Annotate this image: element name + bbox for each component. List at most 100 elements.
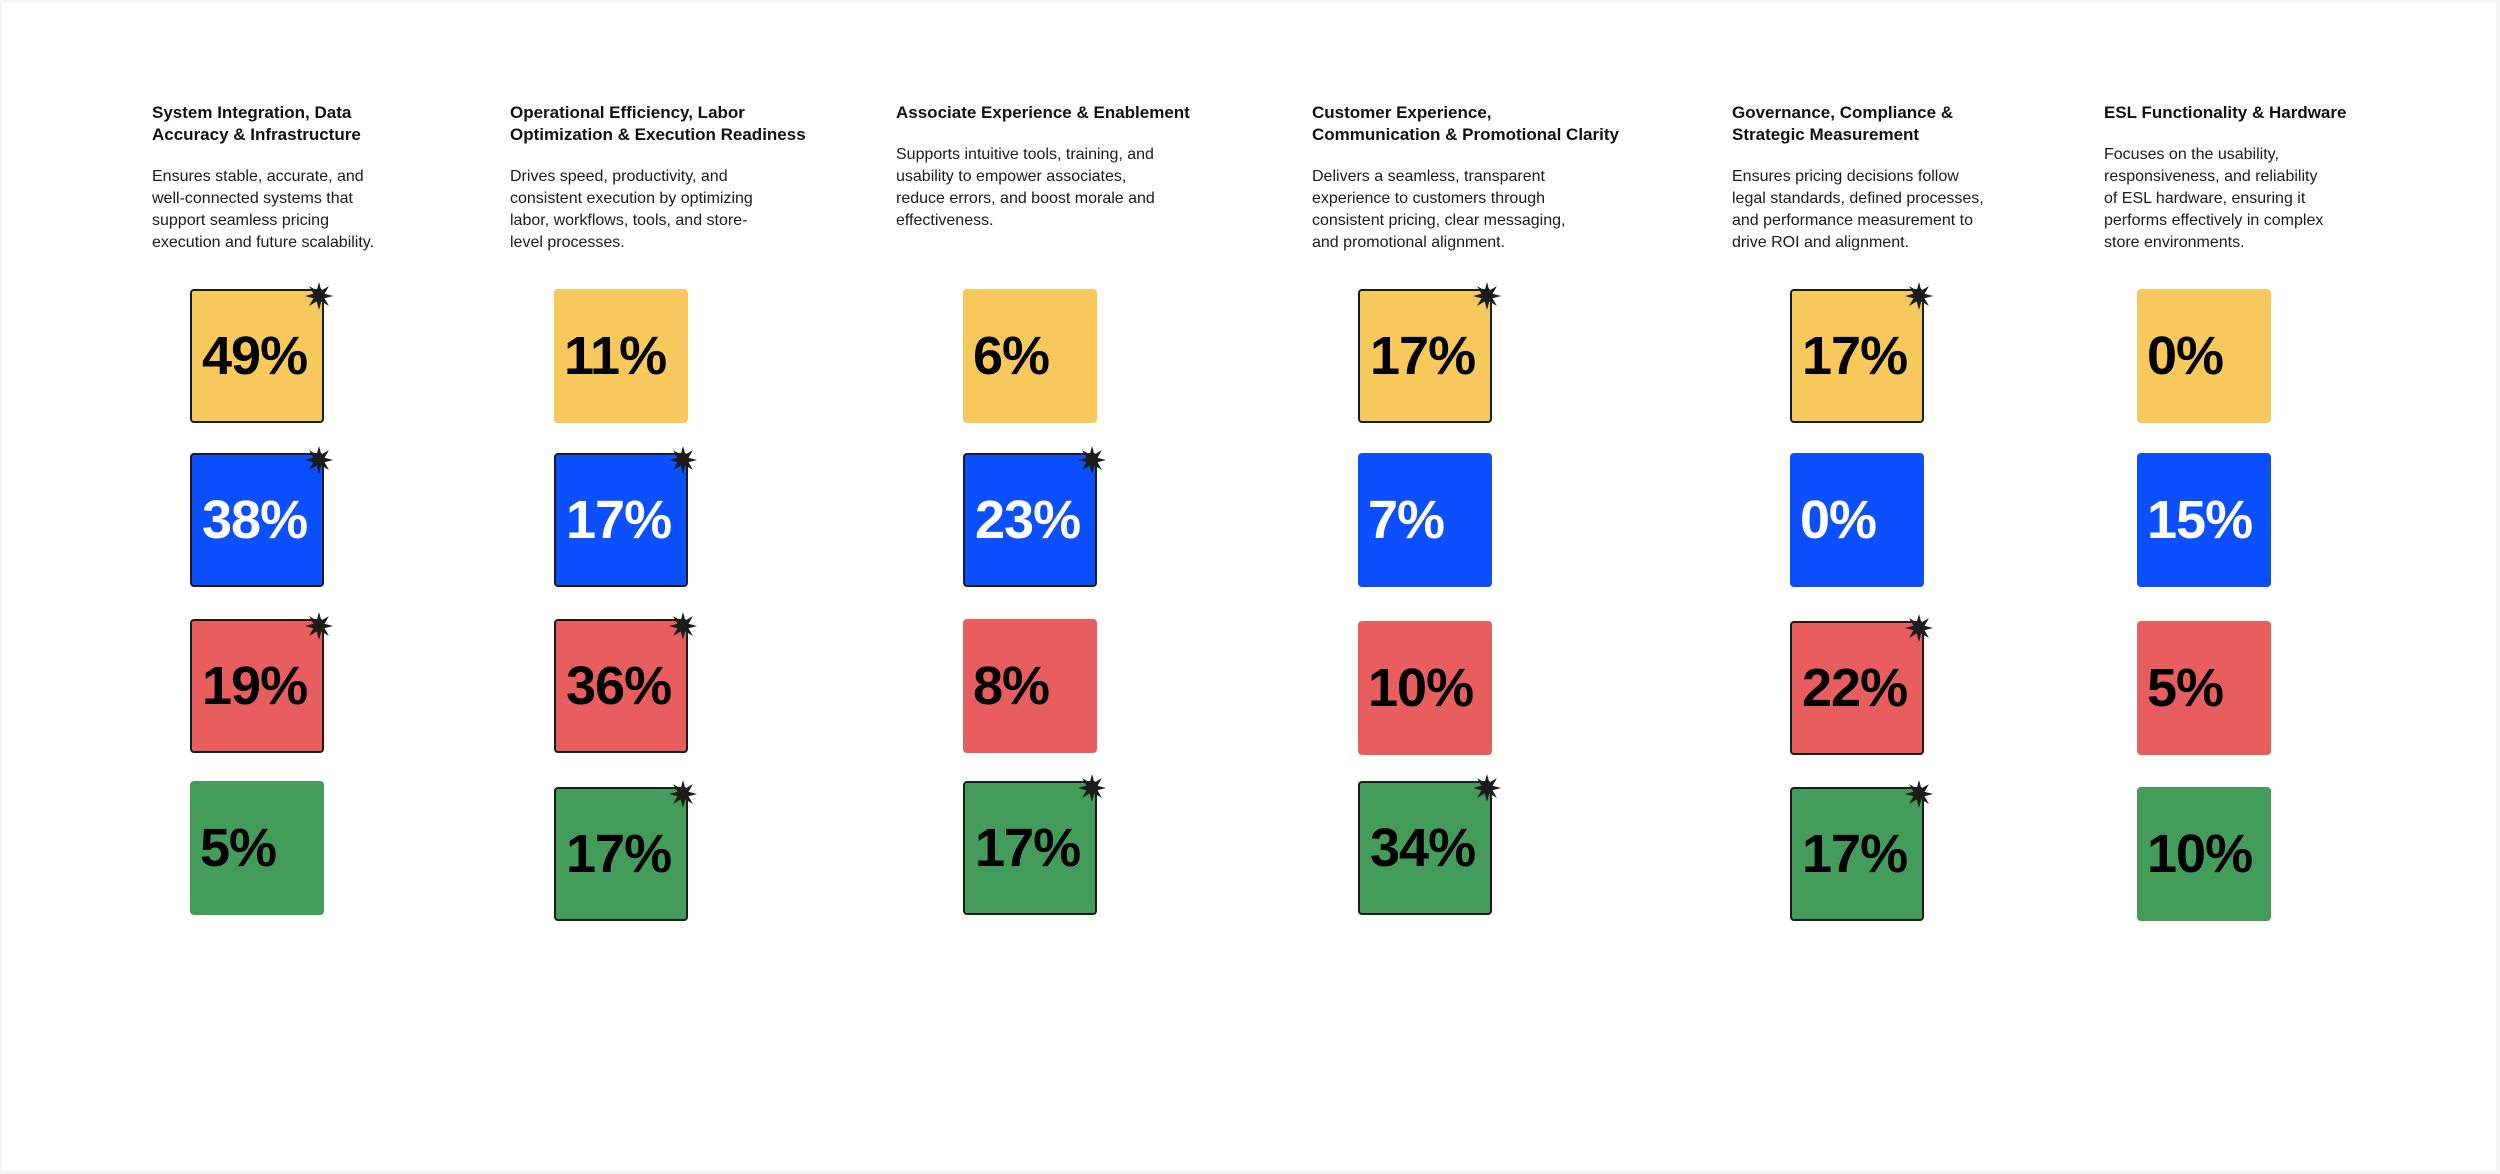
category-description[interactable]: Drives speed, productivity, and consisten… <box>510 166 753 254</box>
category-description-line: reduce errors, and boost morale and <box>896 190 1155 207</box>
star-marker-icon <box>1905 282 1933 310</box>
sticky-note-green[interactable]: 17% <box>554 780 697 921</box>
category-title[interactable]: ESL Functionality & Hardware <box>2104 102 2346 124</box>
sticky-note-red[interactable]: 36% <box>554 612 697 753</box>
percentage-value: 17% <box>1802 824 1908 884</box>
percentage-value: 0% <box>1800 490 1877 550</box>
category-title[interactable]: Operational Efficiency, Labor Optimizatio… <box>510 102 806 146</box>
category-description-line: and performance measurement to <box>1732 212 1974 229</box>
category-description-line: usability to empower associates, <box>896 168 1127 185</box>
sticky-note-blue[interactable]: 38% <box>190 446 333 587</box>
sticky-note-red[interactable]: 22% <box>1790 614 1933 755</box>
category-title[interactable]: Governance, Compliance & Strategic Measur… <box>1732 102 1953 146</box>
sticky-note-yellow[interactable]: 6% <box>963 289 1097 423</box>
percentage-value: 11% <box>564 326 667 386</box>
sticky-note-blue[interactable]: 0% <box>1790 453 1924 587</box>
category-description-line: well-connected systems that <box>152 190 353 207</box>
star-marker-icon <box>1473 282 1501 310</box>
category-title-line: Accuracy & Infrastructure <box>152 125 361 144</box>
category-title[interactable]: System Integration, Data Accuracy & Infra… <box>152 102 361 146</box>
percentage-value: 17% <box>566 490 672 550</box>
category-description-line: support seamless pricing <box>152 212 329 229</box>
percentage-value: 6% <box>973 326 1050 386</box>
star-marker-icon <box>669 612 697 640</box>
percentage-value: 17% <box>1370 326 1476 386</box>
category-title[interactable]: Associate Experience & Enablement <box>896 102 1190 124</box>
percentage-value: 8% <box>973 656 1050 716</box>
category-description-line: of ESL hardware, ensuring it <box>2104 190 2306 207</box>
category-description-line: Supports intuitive tools, training, and <box>896 146 1154 163</box>
category-description-line: Ensures pricing decisions follow <box>1732 168 1959 185</box>
sticky-note-yellow[interactable]: 17% <box>1358 282 1501 423</box>
sticky-note-red[interactable]: 10% <box>1358 621 1492 755</box>
sticky-note-yellow[interactable]: 11% <box>554 289 688 423</box>
star-marker-icon <box>305 612 333 640</box>
category-title-line: ESL Functionality & Hardware <box>2104 103 2347 122</box>
star-marker-icon <box>669 446 697 474</box>
percentage-value: 5% <box>200 818 277 878</box>
category-description-line: Ensures stable, accurate, and <box>152 168 364 185</box>
category-title-line: Operational Efficiency, Labor <box>510 103 745 122</box>
category-description-line: effectiveness. <box>896 212 994 229</box>
sticky-note-blue[interactable]: 15% <box>2137 453 2271 587</box>
category-description-line: legal standards, defined processes, <box>1732 190 1984 207</box>
sticky-note-red[interactable]: 19% <box>190 612 333 753</box>
category-description-line: Focuses on the usability, <box>2104 146 2279 163</box>
category-description-line: performs effectively in complex <box>2104 212 2324 229</box>
category-description-line: experience to customers through <box>1312 190 1546 207</box>
category-description-line: store environments. <box>2104 234 2245 251</box>
category-description-line: Drives speed, productivity, and <box>510 168 728 185</box>
percentage-value: 17% <box>975 818 1081 878</box>
percentage-value: 49% <box>202 326 308 386</box>
sticky-note-red[interactable]: 8% <box>963 619 1097 753</box>
percentage-value: 0% <box>2147 326 2224 386</box>
category-title-line: Customer Experience, <box>1312 103 1492 122</box>
percentage-value: 17% <box>566 824 672 884</box>
category-description-line: consistent pricing, clear messaging, <box>1312 212 1566 229</box>
percentage-value: 34% <box>1370 818 1476 878</box>
sticky-note-yellow[interactable]: 17% <box>1790 282 1933 423</box>
category-title-line: Associate Experience & Enablement <box>896 103 1190 122</box>
percentage-value: 5% <box>2147 658 2224 718</box>
category-description[interactable]: Ensures stable, accurate, and well-connec… <box>152 166 374 254</box>
sticky-note-red[interactable]: 5% <box>2137 621 2271 755</box>
sticky-note-green[interactable]: 34% <box>1358 774 1501 915</box>
percentage-value: 38% <box>202 490 308 550</box>
star-marker-icon <box>305 282 333 310</box>
percentage-value: 22% <box>1802 658 1908 718</box>
category-title-line: Governance, Compliance & <box>1732 103 1954 122</box>
sticky-note-blue[interactable]: 17% <box>554 446 697 587</box>
category-description[interactable]: Delivers a seamless, transparent experien… <box>1312 166 1565 254</box>
percentage-value: 17% <box>1802 326 1908 386</box>
sticky-note-blue[interactable]: 23% <box>963 446 1106 587</box>
percentage-value: 15% <box>2147 490 2253 550</box>
category-description[interactable]: Supports intuitive tools, training, and u… <box>896 144 1155 232</box>
sticky-note-green[interactable]: 17% <box>1790 780 1933 921</box>
category-description[interactable]: Focuses on the usability, responsiveness,… <box>2104 144 2323 254</box>
sticky-note-blue[interactable]: 7% <box>1358 453 1492 587</box>
category-description-line: Delivers a seamless, transparent <box>1312 168 1545 185</box>
category-title-line: System Integration, Data <box>152 103 352 122</box>
star-marker-icon <box>669 780 697 808</box>
sticky-note-green[interactable]: 17% <box>963 774 1106 915</box>
star-marker-icon <box>1905 614 1933 642</box>
category-description-line: labor, workflows, tools, and store- <box>510 212 748 229</box>
star-marker-icon <box>1078 446 1106 474</box>
category-description[interactable]: Ensures pricing decisions follow legal st… <box>1732 166 1984 254</box>
sticky-note-green[interactable]: 5% <box>190 781 324 915</box>
percentage-value: 23% <box>975 490 1081 550</box>
category-description-line: consistent execution by optimizing <box>510 190 753 207</box>
percentage-value: 19% <box>202 656 308 716</box>
category-description-line: responsiveness, and reliability <box>2104 168 2318 185</box>
percentage-value: 36% <box>566 656 672 716</box>
star-marker-icon <box>1473 774 1501 802</box>
sticky-note-green[interactable]: 10% <box>2137 787 2271 921</box>
category-title-line: Optimization & Execution Readiness <box>510 125 806 144</box>
sticky-note-yellow[interactable]: 49% <box>190 282 333 423</box>
percentage-value: 10% <box>1368 658 1474 718</box>
percentage-value: 7% <box>1368 490 1445 550</box>
category-title[interactable]: Customer Experience, Communication & Prom… <box>1312 102 1619 146</box>
sticky-note-yellow[interactable]: 0% <box>2137 289 2271 423</box>
category-description-line: and promotional alignment. <box>1312 234 1506 251</box>
